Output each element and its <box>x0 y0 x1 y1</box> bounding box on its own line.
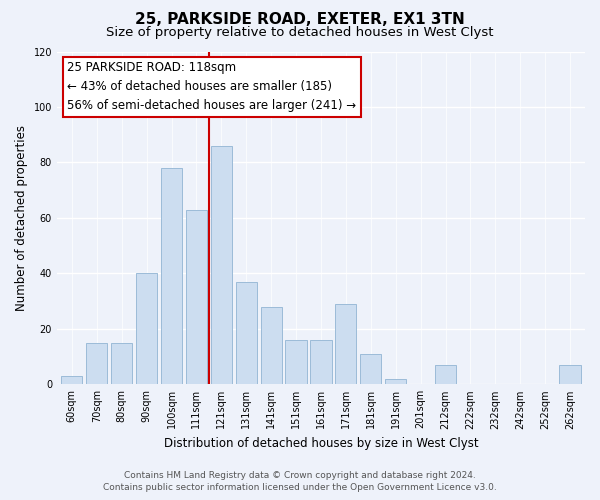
Text: Contains HM Land Registry data © Crown copyright and database right 2024.
Contai: Contains HM Land Registry data © Crown c… <box>103 471 497 492</box>
Text: Size of property relative to detached houses in West Clyst: Size of property relative to detached ho… <box>106 26 494 39</box>
Bar <box>435 365 456 384</box>
Bar <box>310 340 332 384</box>
Bar <box>286 340 307 384</box>
Bar <box>385 379 406 384</box>
Bar <box>236 282 257 385</box>
Bar <box>360 354 382 384</box>
Bar <box>211 146 232 384</box>
Bar <box>260 306 282 384</box>
Bar <box>161 168 182 384</box>
Bar <box>86 342 107 384</box>
Bar <box>186 210 207 384</box>
Bar <box>335 304 356 384</box>
X-axis label: Distribution of detached houses by size in West Clyst: Distribution of detached houses by size … <box>164 437 478 450</box>
Text: 25, PARKSIDE ROAD, EXETER, EX1 3TN: 25, PARKSIDE ROAD, EXETER, EX1 3TN <box>135 12 465 28</box>
Bar <box>61 376 82 384</box>
Bar <box>111 342 132 384</box>
Bar <box>559 365 581 384</box>
Y-axis label: Number of detached properties: Number of detached properties <box>15 125 28 311</box>
Bar <box>136 274 157 384</box>
Text: 25 PARKSIDE ROAD: 118sqm
← 43% of detached houses are smaller (185)
56% of semi-: 25 PARKSIDE ROAD: 118sqm ← 43% of detach… <box>67 62 356 112</box>
